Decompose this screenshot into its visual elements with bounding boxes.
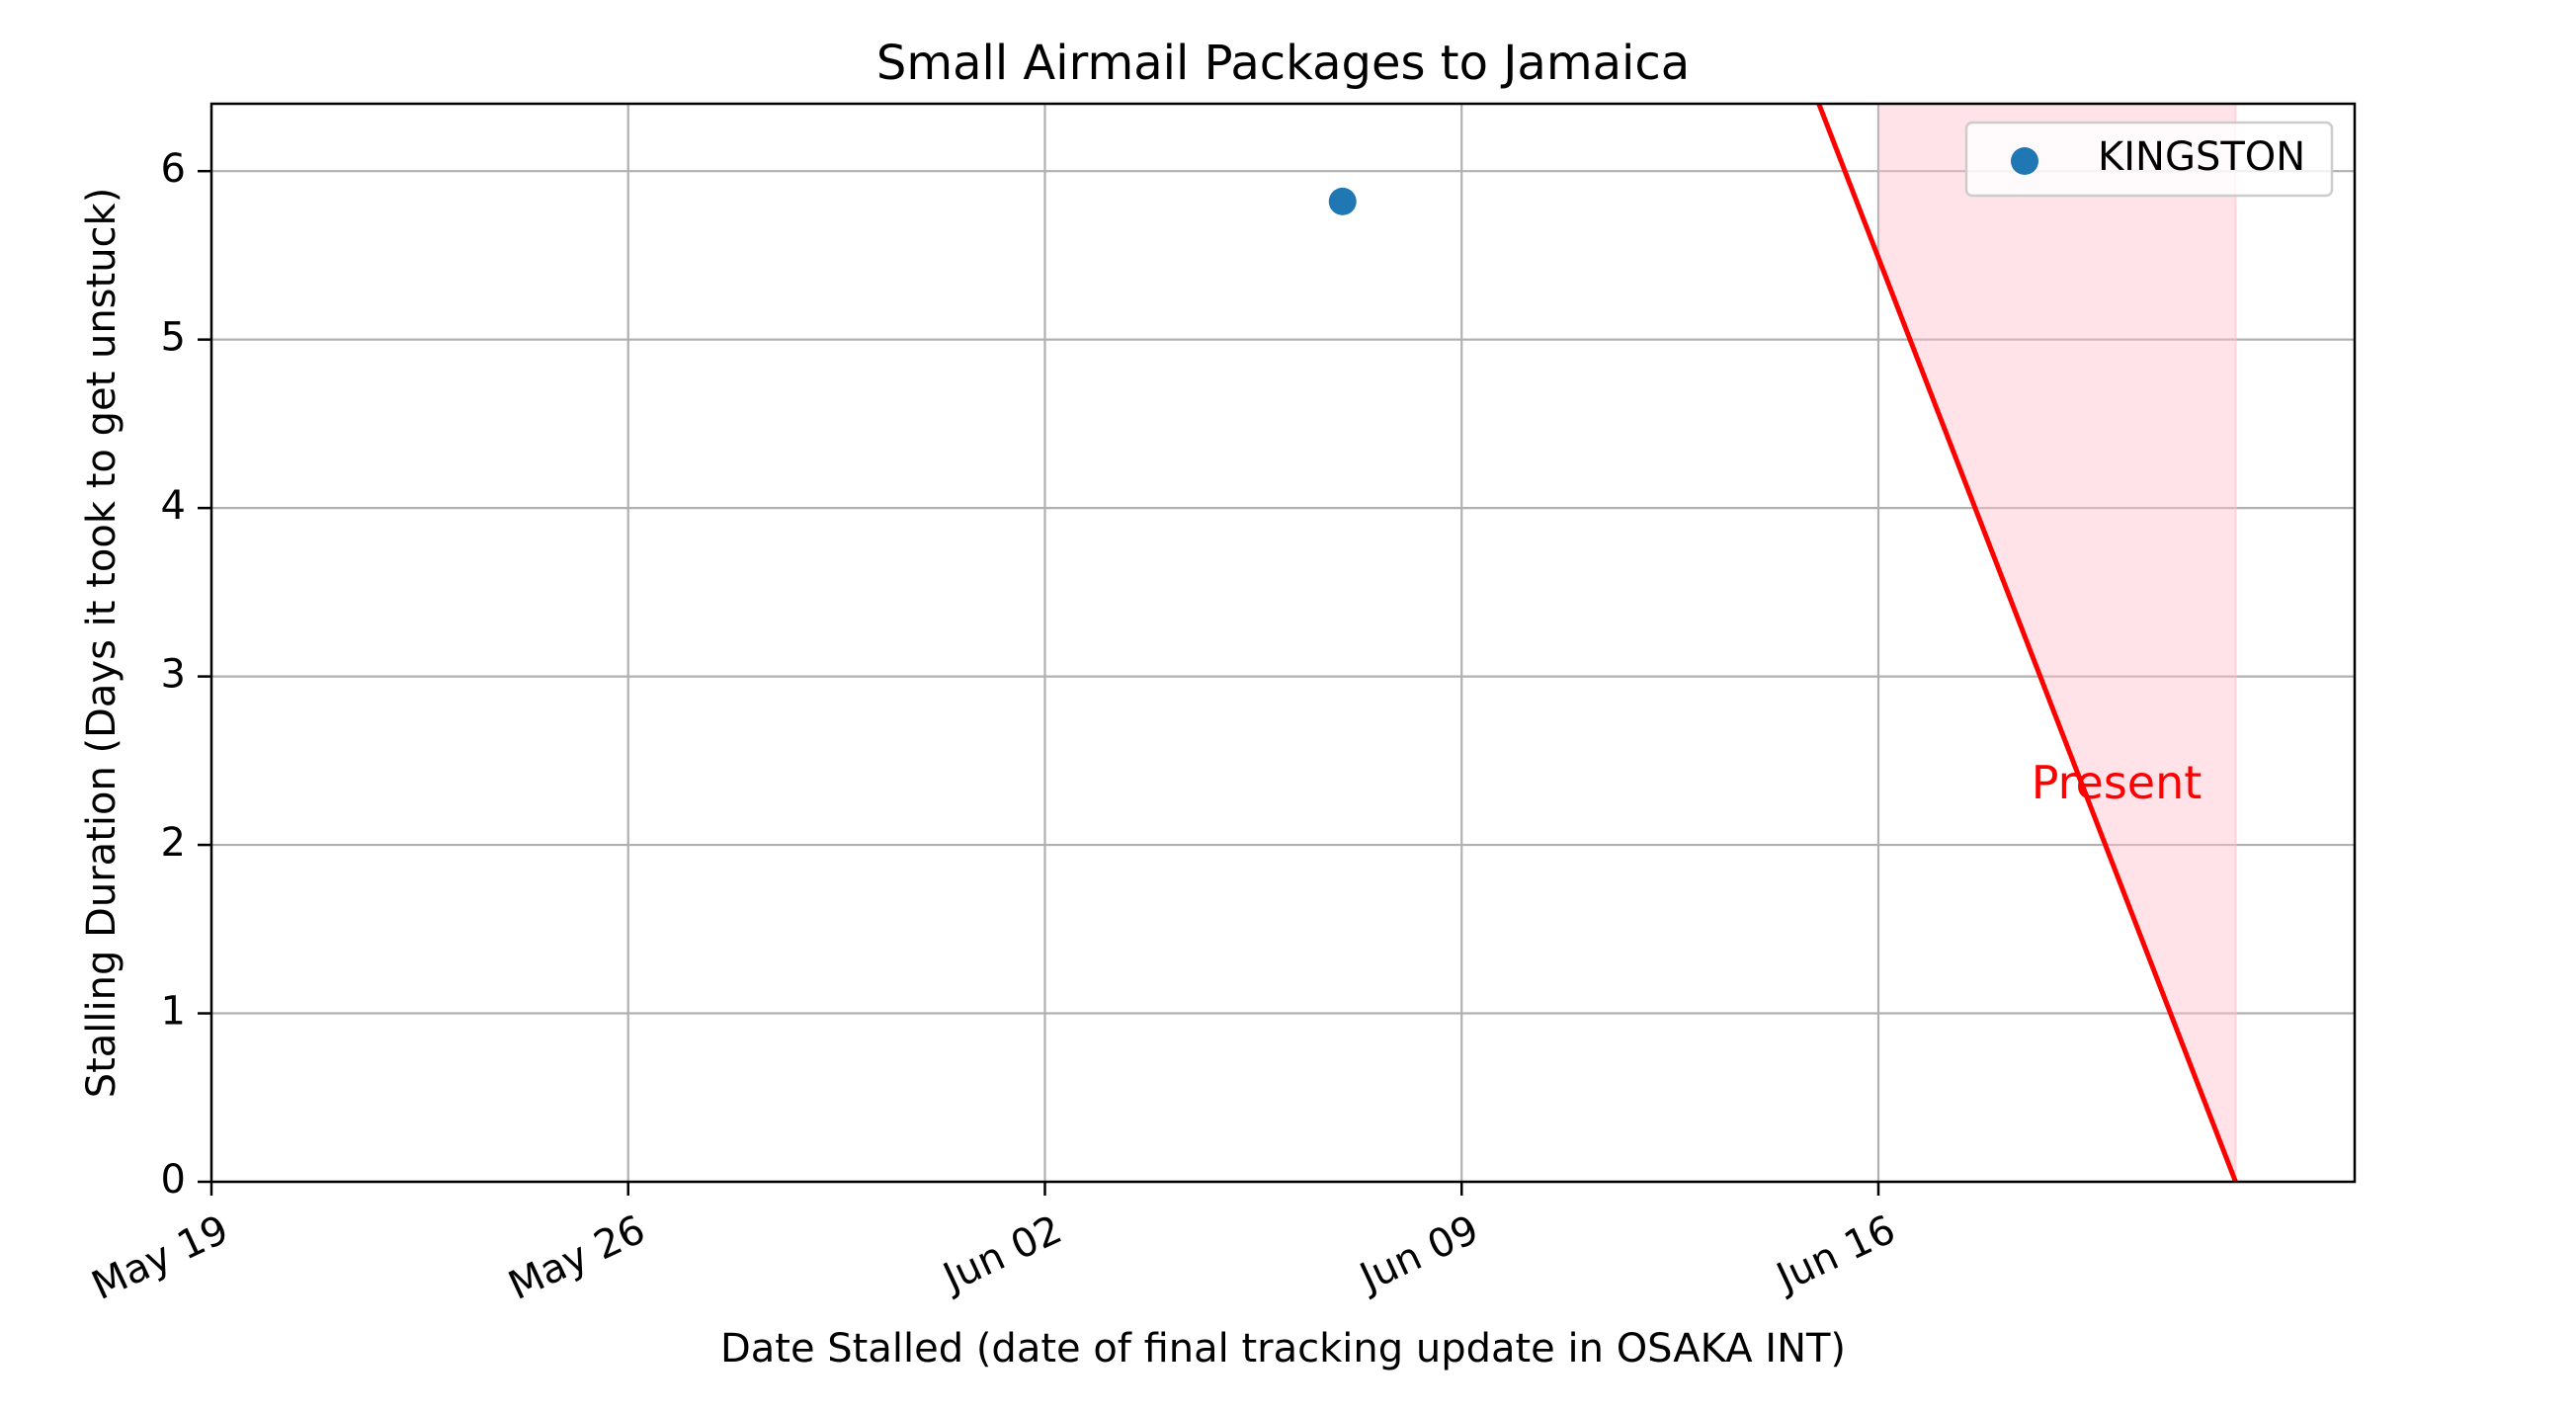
plot-frame [209, 102, 2357, 1184]
y-tick-label: 4 [161, 483, 186, 529]
scatter-points-layer [1328, 187, 1357, 215]
chart-title: Small Airmail Packages to Jamaica [876, 36, 1690, 91]
present-shade [1878, 104, 2236, 1182]
y-tick-label: 1 [161, 989, 186, 1035]
legend-marker [2011, 147, 2038, 175]
scatter-point [1328, 187, 1357, 215]
present-label: Present [2032, 756, 2202, 809]
legend: KINGSTON [1964, 121, 2334, 198]
present-shade-layer [1878, 104, 2237, 1182]
legend-box [1964, 121, 2334, 198]
present-line-layer [1816, 103, 2238, 1183]
x-axis-label: Date Stalled (date of final tracking upd… [720, 1326, 1846, 1371]
y-axis-ticks: 0 1 2 3 4 5 6 [161, 146, 211, 1203]
y-tick-label: 6 [161, 146, 186, 192]
legend-label: KINGSTON [2098, 134, 2305, 180]
plot-background [211, 104, 2355, 1182]
y-tick-label: 3 [161, 652, 186, 698]
present-line [1816, 103, 2238, 1183]
y-tick-label: 2 [161, 820, 186, 866]
y-axis-label: Stalling Duration (Days it took to get u… [79, 188, 125, 1099]
y-tick-label: 0 [161, 1157, 186, 1203]
y-tick-label: 5 [161, 315, 186, 361]
